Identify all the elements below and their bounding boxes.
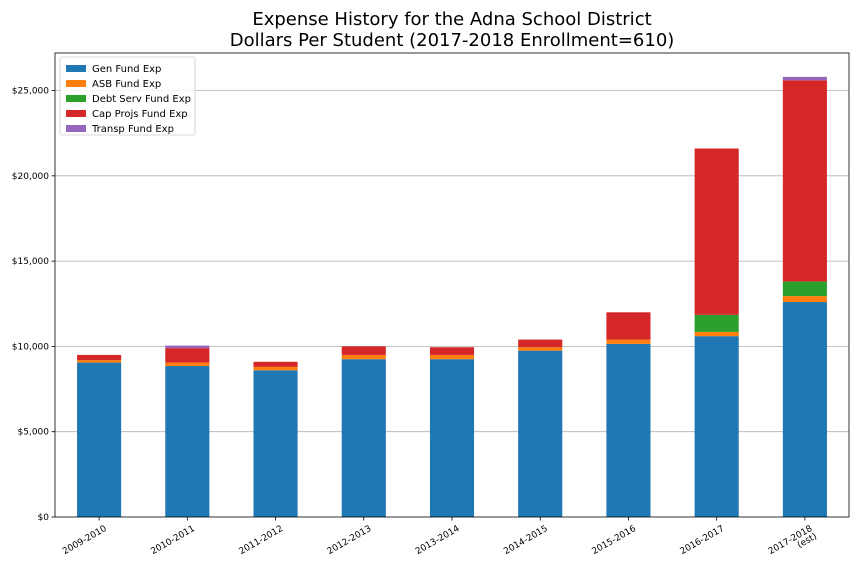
- x-tick-label: 2014-2015: [502, 524, 549, 557]
- legend-label: Transp Fund Exp: [91, 124, 174, 135]
- legend-swatch: [66, 65, 86, 72]
- bar-segment: [782, 296, 827, 303]
- bar-segment: [253, 361, 298, 367]
- y-tick-label: $25,000: [12, 87, 49, 97]
- bar-segment: [341, 354, 386, 360]
- x-tick-label: 2009-2010: [61, 524, 109, 557]
- legend: Gen Fund Exp ASB Fund Exp Debt Serv Fund E…: [59, 56, 196, 136]
- bar-segment: [606, 343, 651, 517]
- x-tick-label: 2013-2014: [414, 524, 462, 557]
- legend-swatch: [66, 125, 86, 132]
- y-tick-label: $5,000: [18, 428, 50, 438]
- bar-segment: [518, 339, 563, 348]
- bar-segment: [518, 350, 563, 517]
- legend-label: Debt Serv Fund Exp: [92, 94, 191, 105]
- x-tick-label: 2011-2012: [238, 524, 285, 557]
- x-tick-label-line: 2013-2014: [414, 524, 462, 557]
- bar-segment: [782, 281, 827, 297]
- bar-segment: [694, 314, 739, 332]
- bar-segment: [782, 80, 827, 282]
- bar-segment: [694, 148, 739, 315]
- bar-segment: [165, 366, 210, 517]
- x-tick-label-line: 2010-2011: [149, 524, 196, 557]
- y-tick-label: $10,000: [12, 342, 49, 352]
- bar-segment: [606, 312, 651, 340]
- legend-label: Cap Projs Fund Exp: [92, 109, 188, 120]
- bar-segment: [165, 345, 210, 349]
- bar-segment: [694, 336, 739, 517]
- y-axis: $0 $5,000 $10,000 $15,000 $20,000 $25,000: [12, 87, 55, 523]
- bars: [77, 76, 827, 517]
- x-tick-label-line: 2014-2015: [502, 524, 549, 557]
- legend-label: Gen Fund Exp: [92, 64, 161, 75]
- legend-swatch: [66, 95, 86, 102]
- x-tick-label: 2016-2017: [679, 524, 726, 557]
- x-tick-label-line: 2009-2010: [61, 524, 109, 557]
- legend-label: ASB Fund Exp: [92, 79, 161, 90]
- bar-segment: [782, 76, 827, 81]
- x-tick-label-line: 2012-2013: [326, 524, 373, 557]
- bar-segment: [518, 347, 563, 351]
- x-tick-label: 2015-2016: [590, 524, 638, 557]
- bar-segment: [429, 354, 475, 360]
- chart-title: Expense History for the Adna School Dist…: [252, 9, 651, 30]
- bar-segment: [77, 354, 122, 361]
- bar-segment: [782, 302, 827, 517]
- x-tick-label: 2017-2018(est): [767, 524, 819, 557]
- x-tick-label-line: 2011-2012: [238, 524, 285, 557]
- legend-swatch: [66, 80, 86, 87]
- bar-segment: [606, 339, 651, 344]
- legend-swatch: [66, 110, 86, 117]
- bar-segment: [165, 362, 210, 367]
- bar-segment: [165, 348, 210, 363]
- y-tick-label: $20,000: [12, 172, 49, 182]
- y-tick-label: $15,000: [12, 257, 49, 267]
- y-tick-label: $0: [38, 513, 50, 523]
- bar-segment: [429, 347, 475, 355]
- x-axis: 2009-2010 2010-2011 2011-2012 2012-2013 2013…: [61, 517, 819, 557]
- chart-subtitle: Dollars Per Student (2017-2018 Enrollmen…: [230, 30, 675, 51]
- bar-segment: [253, 370, 298, 517]
- x-tick-label: 2010-2011: [149, 524, 196, 557]
- legend-box: [59, 56, 196, 136]
- bar-segment: [77, 360, 122, 363]
- bar-segment: [341, 346, 386, 355]
- x-tick-label-line: 2015-2016: [590, 524, 638, 557]
- bar-segment: [253, 366, 298, 371]
- x-tick-label: 2012-2013: [326, 524, 373, 557]
- bar-segment: [77, 362, 122, 517]
- x-tick-label-line: 2016-2017: [679, 524, 726, 557]
- bar-segment: [429, 359, 475, 517]
- bar-segment: [694, 331, 739, 337]
- bar-segment: [341, 359, 386, 517]
